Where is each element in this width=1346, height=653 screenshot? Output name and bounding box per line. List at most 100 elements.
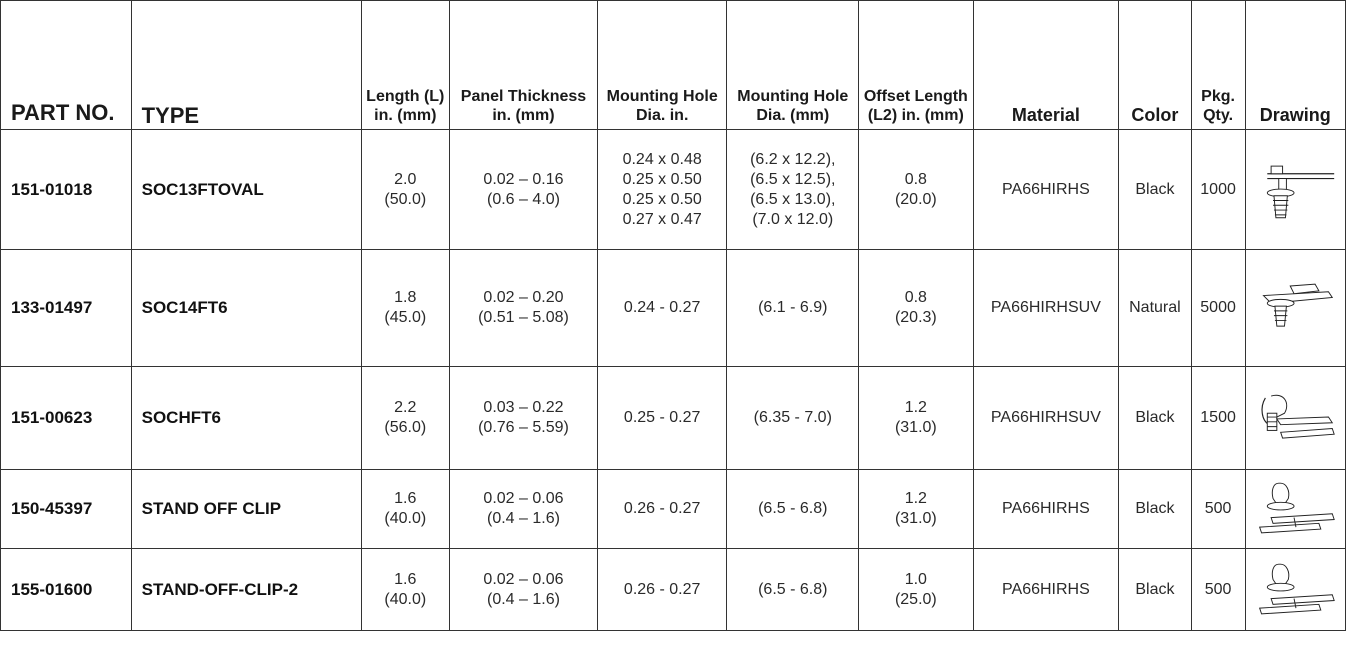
part-number-cell: 150-45397	[1, 470, 132, 549]
part-number-cell: 133-01497	[1, 250, 132, 367]
panel-thickness-cell: 0.02 – 0.20 (0.51 – 5.08)	[450, 250, 598, 367]
hole-dia-in-cell-line: 0.25 x 0.50	[601, 190, 724, 210]
hole-dia-in-cell-line: 0.27 x 0.47	[601, 210, 724, 230]
panel-thickness-cell-line: 0.02 – 0.16	[453, 170, 594, 190]
table-row: 151-01018 SOC13FTOVAL 2.0 (50.0) 0.02 – 0.16…	[1, 130, 1346, 250]
header-hole-dia-mm-label: Mounting Hole Dia. (mm)	[737, 88, 848, 124]
length-cell: 1.8 (45.0)	[361, 250, 450, 367]
length-cell-line: 1.6	[365, 570, 447, 590]
hole-dia-mm-cell-line: (6.5 x 13.0),	[730, 190, 855, 210]
header-pkg-qty: Pkg. Qty.	[1191, 1, 1245, 130]
oval-standoff-clip-icon	[1252, 159, 1338, 221]
offset-length-cell: 1.0 (25.0)	[859, 549, 973, 631]
part-number-cell: 151-00623	[1, 367, 132, 470]
length-cell-line: 2.0	[365, 170, 447, 190]
push-pin-standoff-clip-icon	[1252, 478, 1338, 540]
spec-table: PART NO. TYPE Length (L) in. (mm) Panel …	[0, 0, 1346, 631]
header-length: Length (L) in. (mm)	[361, 1, 450, 130]
hole-dia-mm-cell: (6.35 - 7.0)	[727, 367, 859, 470]
length-cell-line: (40.0)	[365, 509, 447, 529]
hole-dia-mm-cell-line: (6.35 - 7.0)	[730, 408, 855, 428]
hole-dia-mm-cell: (6.1 - 6.9)	[727, 250, 859, 367]
color-cell: Black	[1119, 367, 1191, 470]
color-cell: Black	[1119, 130, 1191, 250]
hole-dia-in-cell: 0.26 - 0.27	[597, 470, 727, 549]
panel-thickness-cell-line: (0.4 – 1.6)	[453, 590, 594, 610]
panel-thickness-cell-line: 0.02 – 0.06	[453, 570, 594, 590]
hole-dia-in-cell-line: 0.24 - 0.27	[601, 298, 724, 318]
hole-dia-in-cell: 0.26 - 0.27	[597, 549, 727, 631]
header-offset-length-label: Offset Length (L2) in. (mm)	[864, 88, 968, 124]
header-part-no-label: PART NO.	[11, 100, 114, 125]
table-row: 150-45397 STAND OFF CLIP 1.6 (40.0) 0.02 – 0…	[1, 470, 1346, 549]
color-cell: Natural	[1119, 250, 1191, 367]
hole-dia-in-cell-line: 0.25 x 0.50	[601, 170, 724, 190]
header-color-label: Color	[1131, 105, 1178, 125]
panel-thickness-cell-line: 0.02 – 0.06	[453, 489, 594, 509]
offset-length-cell: 1.2 (31.0)	[859, 367, 973, 470]
hole-dia-in-cell-line: 0.25 - 0.27	[601, 408, 724, 428]
offset-length-cell-line: 1.2	[862, 489, 969, 509]
type-cell: STAND-OFF-CLIP-2	[131, 549, 361, 631]
header-offset-length: Offset Length (L2) in. (mm)	[859, 1, 973, 130]
hole-dia-mm-cell-line: (6.5 - 6.8)	[730, 580, 855, 600]
table-row: 151-00623 SOCHFT6 2.2 (56.0) 0.03 – 0.22 (0.7…	[1, 367, 1346, 470]
panel-thickness-cell: 0.02 – 0.06 (0.4 – 1.6)	[450, 470, 598, 549]
offset-length-cell: 1.2 (31.0)	[859, 470, 973, 549]
color-cell: Black	[1119, 470, 1191, 549]
header-drawing-label: Drawing	[1260, 105, 1331, 125]
hole-dia-in-cell-line: 0.26 - 0.27	[601, 580, 724, 600]
length-cell-line: (40.0)	[365, 590, 447, 610]
offset-length-cell-line: (20.0)	[862, 190, 969, 210]
panel-thickness-cell-line: (0.4 – 1.6)	[453, 509, 594, 529]
hole-dia-in-cell-line: 0.24 x 0.48	[601, 150, 724, 170]
pkg-qty-cell: 5000	[1191, 250, 1245, 367]
header-hole-dia-in-label: Mounting Hole Dia. in.	[607, 88, 718, 124]
length-cell: 2.0 (50.0)	[361, 130, 450, 250]
offset-length-cell: 0.8 (20.3)	[859, 250, 973, 367]
type-cell: SOC13FTOVAL	[131, 130, 361, 250]
header-type: TYPE	[131, 1, 361, 130]
offset-length-cell-line: (31.0)	[862, 418, 969, 438]
material-cell: PA66HIRHS	[973, 470, 1119, 549]
header-hole-dia-in: Mounting Hole Dia. in.	[597, 1, 727, 130]
push-pin-standoff-clip-icon	[1252, 559, 1338, 621]
drawing-cell	[1245, 549, 1345, 631]
header-material: Material	[973, 1, 1119, 130]
offset-length-cell-line: 0.8	[862, 170, 969, 190]
header-pkg-qty-label: Pkg. Qty.	[1201, 88, 1235, 124]
length-cell: 1.6 (40.0)	[361, 470, 450, 549]
hole-dia-mm-cell: (6.5 - 6.8)	[727, 470, 859, 549]
hole-dia-in-cell: 0.24 - 0.27	[597, 250, 727, 367]
pkg-qty-cell: 1000	[1191, 130, 1245, 250]
header-panel-thickness-label: Panel Thickness in. (mm)	[461, 88, 586, 124]
type-cell: SOC14FT6	[131, 250, 361, 367]
material-cell: PA66HIRHSUV	[973, 367, 1119, 470]
offset-length-cell: 0.8 (20.0)	[859, 130, 973, 250]
hole-dia-in-cell-line: 0.26 - 0.27	[601, 499, 724, 519]
length-cell-line: (45.0)	[365, 308, 447, 328]
drawing-cell	[1245, 470, 1345, 549]
hole-dia-in-cell: 0.25 - 0.27	[597, 367, 727, 470]
length-cell: 1.6 (40.0)	[361, 549, 450, 631]
length-cell-line: 2.2	[365, 398, 447, 418]
pkg-qty-cell: 500	[1191, 470, 1245, 549]
panel-thickness-cell: 0.02 – 0.16 (0.6 – 4.0)	[450, 130, 598, 250]
offset-length-cell-line: 1.2	[862, 398, 969, 418]
offset-length-cell-line: (31.0)	[862, 509, 969, 529]
header-hole-dia-mm: Mounting Hole Dia. (mm)	[727, 1, 859, 130]
hole-dia-mm-cell-line: (7.0 x 12.0)	[730, 210, 855, 230]
header-length-label: Length (L) in. (mm)	[366, 88, 444, 124]
drawing-cell	[1245, 250, 1345, 367]
header-color: Color	[1119, 1, 1191, 130]
drawing-cell	[1245, 130, 1345, 250]
type-cell: STAND OFF CLIP	[131, 470, 361, 549]
table-row: 155-01600 STAND-OFF-CLIP-2 1.6 (40.0) 0.02 –…	[1, 549, 1346, 631]
length-cell: 2.2 (56.0)	[361, 367, 450, 470]
hole-dia-mm-cell-line: (6.1 - 6.9)	[730, 298, 855, 318]
panel-thickness-cell-line: (0.6 – 4.0)	[453, 190, 594, 210]
offset-length-cell-line: (25.0)	[862, 590, 969, 610]
drawing-cell	[1245, 367, 1345, 470]
table-row: 133-01497 SOC14FT6 1.8 (45.0) 0.02 – 0.20 (0.…	[1, 250, 1346, 367]
header-drawing: Drawing	[1245, 1, 1345, 130]
